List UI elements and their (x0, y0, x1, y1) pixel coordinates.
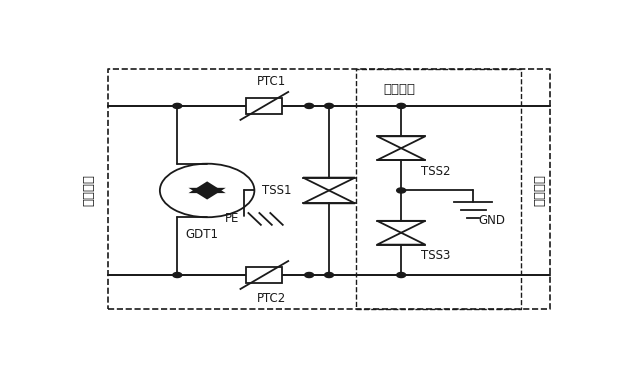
Text: 内部芯片: 内部芯片 (533, 175, 546, 206)
Circle shape (305, 103, 313, 108)
Text: PTC2: PTC2 (257, 292, 286, 306)
Circle shape (203, 188, 212, 193)
Polygon shape (189, 188, 226, 199)
Circle shape (397, 272, 406, 277)
Circle shape (325, 272, 333, 277)
Circle shape (397, 188, 406, 193)
Text: TSS2: TSS2 (421, 165, 451, 178)
Polygon shape (189, 182, 226, 193)
Text: TSS1: TSS1 (262, 184, 291, 197)
Text: GND: GND (478, 213, 505, 227)
Bar (247, 98, 282, 114)
Circle shape (173, 272, 182, 277)
Circle shape (305, 272, 313, 277)
Text: PE: PE (225, 212, 239, 225)
Text: GDT1: GDT1 (186, 228, 219, 241)
Text: PTC1: PTC1 (257, 75, 286, 89)
Text: 外部接入: 外部接入 (82, 175, 95, 206)
Circle shape (173, 103, 182, 108)
Circle shape (325, 103, 333, 108)
Text: TSS3: TSS3 (421, 249, 451, 262)
Text: 共模保护: 共模保护 (384, 82, 416, 96)
Bar (247, 267, 282, 283)
Circle shape (397, 103, 406, 108)
